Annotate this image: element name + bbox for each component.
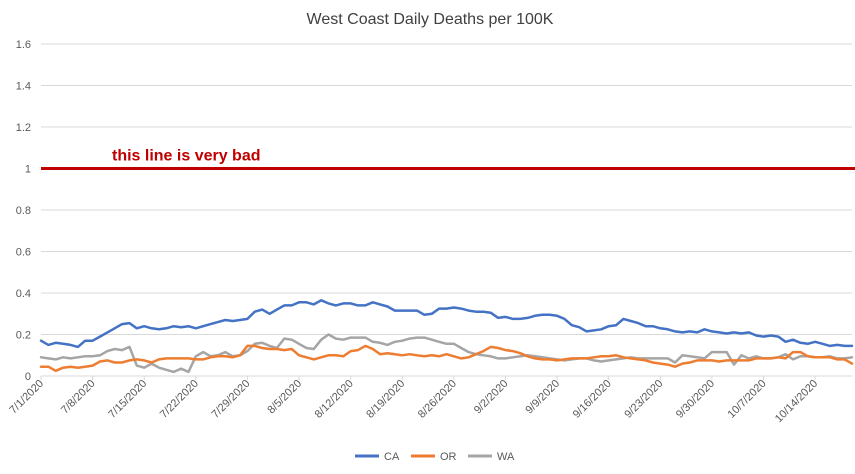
series-line-ca — [39, 299, 854, 349]
y-tick-label: 0.8 — [16, 205, 31, 217]
reference-line-annotation: this line is very bad — [112, 148, 261, 165]
y-tick-label: 1 — [25, 164, 31, 176]
chart-title: West Coast Daily Deaths per 100K — [307, 11, 554, 28]
y-tick-label: 1.4 — [16, 81, 31, 93]
y-tick-label: 0.4 — [16, 288, 31, 300]
legend-label-ca: CA — [384, 451, 400, 463]
legend-label-wa: WA — [497, 451, 515, 463]
gridlines — [41, 43, 852, 335]
series-line-or — [39, 344, 854, 373]
legend-label-or: OR — [440, 451, 457, 463]
y-tick-label: 0.6 — [16, 247, 31, 259]
series-line-wa — [39, 333, 854, 374]
series-lines — [39, 299, 854, 374]
y-tick-label: 0.2 — [16, 330, 31, 342]
y-tick-label: 0 — [25, 371, 31, 383]
y-axis-ticks: 0 0.2 0.4 0.6 0.8 1 1.2 1.4 1.6 — [16, 39, 31, 383]
legend: CA OR WA — [355, 451, 515, 463]
reference-line-group: this line is very bad — [41, 148, 855, 170]
y-tick-label: 1.6 — [16, 39, 31, 51]
y-tick-label: 1.2 — [16, 122, 31, 134]
